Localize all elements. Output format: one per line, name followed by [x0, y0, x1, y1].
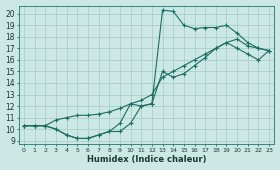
X-axis label: Humidex (Indice chaleur): Humidex (Indice chaleur) [87, 155, 206, 164]
